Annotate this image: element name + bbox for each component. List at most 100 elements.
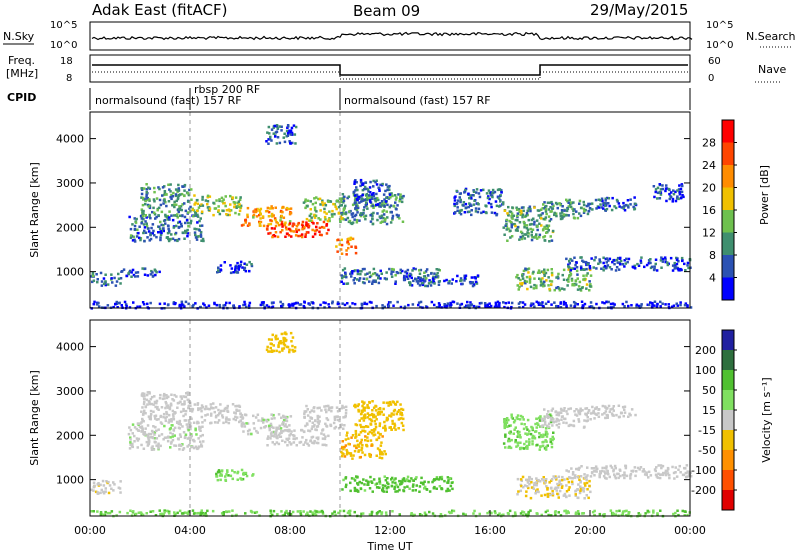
velocity-cell — [289, 442, 293, 445]
velocity-cell — [173, 511, 176, 514]
velocity-cell — [583, 482, 586, 485]
power-cell — [391, 217, 394, 220]
velocity-cell — [623, 473, 626, 477]
power-cell — [275, 130, 279, 133]
power-cell — [163, 192, 167, 195]
velocity-cell — [559, 411, 562, 414]
power-cell — [350, 245, 353, 248]
velocity-cell — [158, 434, 161, 438]
velocity-cell — [178, 419, 182, 423]
velocity-xtick-label: 04:00 — [174, 524, 206, 537]
velocity-cell — [201, 421, 204, 424]
power-cell — [199, 217, 202, 220]
velocity-cell — [240, 422, 244, 426]
velocity-cell — [380, 511, 384, 514]
velocity-colorbar-tick: 200 — [695, 344, 716, 357]
power-cell — [345, 249, 348, 252]
velocity-cell — [551, 494, 555, 497]
velocity-cell — [585, 413, 588, 417]
power-cell — [679, 267, 682, 271]
velocity-cell — [374, 483, 377, 486]
power-cell — [552, 204, 555, 207]
power-cell — [346, 196, 349, 200]
velocity-cell — [321, 437, 325, 440]
velocity-cell — [556, 492, 559, 496]
power-cell — [550, 210, 553, 213]
power-cell — [680, 190, 684, 194]
velocity-cell — [197, 408, 200, 412]
power-colorbar-tick: 12 — [702, 227, 716, 240]
power-cell — [355, 198, 359, 201]
power-cell — [374, 180, 377, 184]
power-cell — [619, 259, 623, 263]
power-cell — [366, 195, 369, 199]
power-cell — [331, 215, 334, 218]
velocity-cell — [615, 413, 618, 417]
power-cell — [346, 240, 350, 243]
power-cell — [582, 203, 586, 207]
power-cell — [280, 220, 284, 224]
velocity-cell — [549, 419, 553, 422]
power-cell — [540, 224, 543, 227]
power-ytick-label: 3000 — [56, 177, 84, 190]
power-colorbar-tick: 16 — [702, 204, 716, 217]
velocity-cell — [212, 406, 215, 410]
power-cell — [167, 183, 170, 186]
power-cell — [169, 195, 172, 199]
velocity-cell — [94, 490, 98, 494]
velocity-cell — [607, 472, 610, 476]
power-cell — [524, 267, 527, 270]
power-cell — [534, 235, 537, 239]
power-cell — [359, 184, 362, 188]
power-cell — [510, 212, 514, 215]
velocity-cell — [537, 478, 540, 482]
power-cell — [456, 274, 459, 278]
power-cell — [220, 196, 224, 200]
power-cell — [390, 272, 393, 276]
power-cell — [529, 304, 533, 307]
power-cell — [557, 272, 560, 276]
velocity-cell — [285, 338, 288, 342]
power-cell — [239, 204, 243, 208]
power-cell — [142, 303, 146, 306]
power-cell — [522, 206, 525, 209]
power-cell — [655, 305, 659, 308]
velocity-cell — [371, 490, 374, 493]
velocity-cell — [397, 427, 400, 430]
velocity-cell — [159, 512, 162, 516]
velocity-cell — [368, 452, 371, 456]
velocity-cell — [368, 487, 372, 490]
velocity-cell — [451, 487, 454, 491]
velocity-cell — [267, 424, 271, 428]
velocity-cell — [571, 482, 574, 486]
power-cell — [183, 202, 186, 205]
power-cell — [353, 201, 357, 204]
power-cell — [140, 220, 144, 224]
power-cell — [163, 302, 166, 305]
power-cell — [459, 209, 462, 212]
power-cell — [346, 282, 350, 285]
velocity-cell — [361, 451, 364, 454]
velocity-cell — [565, 512, 568, 515]
velocity-cell — [340, 446, 344, 450]
power-cell — [582, 200, 585, 204]
power-cell — [148, 215, 151, 218]
power-cell — [328, 306, 331, 309]
power-cell — [620, 206, 623, 209]
velocity-cell — [516, 414, 520, 417]
power-cell — [594, 198, 598, 202]
power-cell — [579, 214, 583, 218]
velocity-cell — [165, 402, 168, 405]
velocity-cell — [440, 487, 444, 491]
power-cell — [344, 218, 348, 221]
power-cell — [272, 214, 275, 217]
power-cell — [470, 213, 473, 217]
velocity-cell — [362, 478, 365, 481]
velocity-cell — [149, 415, 152, 418]
velocity-xtick-label: 08:00 — [274, 524, 306, 537]
power-cell — [379, 205, 382, 208]
velocity-cell — [369, 475, 372, 479]
power-cell — [321, 199, 324, 202]
velocity-cell — [226, 404, 229, 408]
power-cell — [292, 223, 296, 226]
